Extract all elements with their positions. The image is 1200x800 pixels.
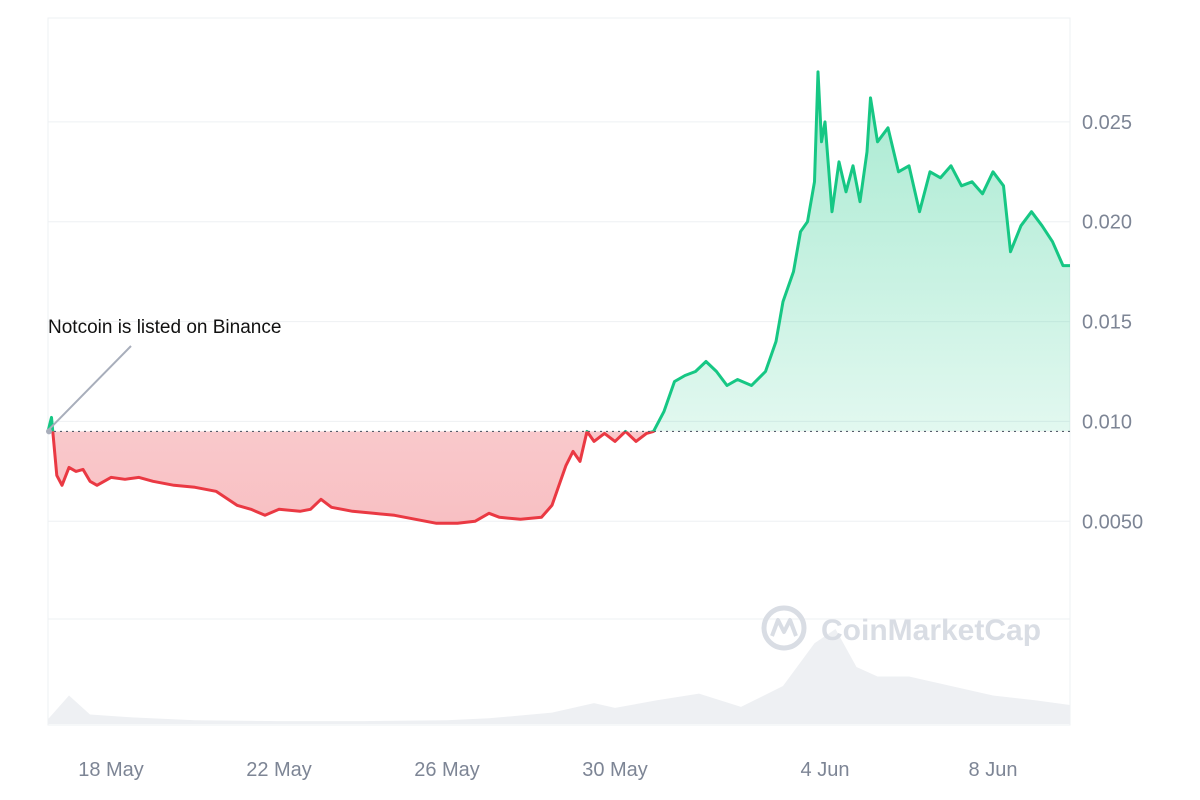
annotation-marker bbox=[46, 428, 52, 435]
area-below-baseline bbox=[52, 431, 654, 524]
annotation-leader-line bbox=[48, 345, 132, 431]
y-tick-label: 0.020 bbox=[1082, 212, 1132, 234]
y-tick-label: 0.015 bbox=[1082, 312, 1132, 334]
line-layer bbox=[46, 70, 1070, 525]
annotation-text: Notcoin is listed on Binance bbox=[48, 317, 281, 338]
volume-layer bbox=[48, 629, 1070, 724]
price-line-up bbox=[46, 70, 1070, 432]
area-above-baseline bbox=[48, 71, 1070, 432]
price-line-down bbox=[48, 431, 656, 525]
volume-area bbox=[48, 629, 1070, 724]
y-tick-label: 0.010 bbox=[1082, 411, 1132, 433]
axis-layer: 0.025 0.020 0.015 0.010 0.0050 18 May 22 May 26… bbox=[78, 112, 1143, 781]
x-tick-label: 8 Jun bbox=[969, 759, 1018, 781]
y-tick-label: 0.0050 bbox=[1082, 511, 1143, 533]
coinmarketcap-logo-icon bbox=[761, 605, 807, 651]
x-tick-label: 30 May bbox=[582, 759, 648, 781]
coinmarketcap-logo-mark bbox=[770, 618, 798, 637]
y-tick-label: 0.025 bbox=[1082, 112, 1132, 134]
x-tick-label: 18 May bbox=[78, 759, 144, 781]
area-layer bbox=[48, 71, 1070, 524]
watermark-text: CoinMarketCap bbox=[821, 614, 1041, 647]
x-tick-label: 26 May bbox=[414, 759, 480, 781]
x-tick-label: 22 May bbox=[246, 759, 312, 781]
x-tick-label: 4 Jun bbox=[801, 759, 850, 781]
watermark: CoinMarketCap bbox=[761, 605, 1041, 651]
annotation-layer: Notcoin is listed on Binance bbox=[46, 317, 281, 435]
